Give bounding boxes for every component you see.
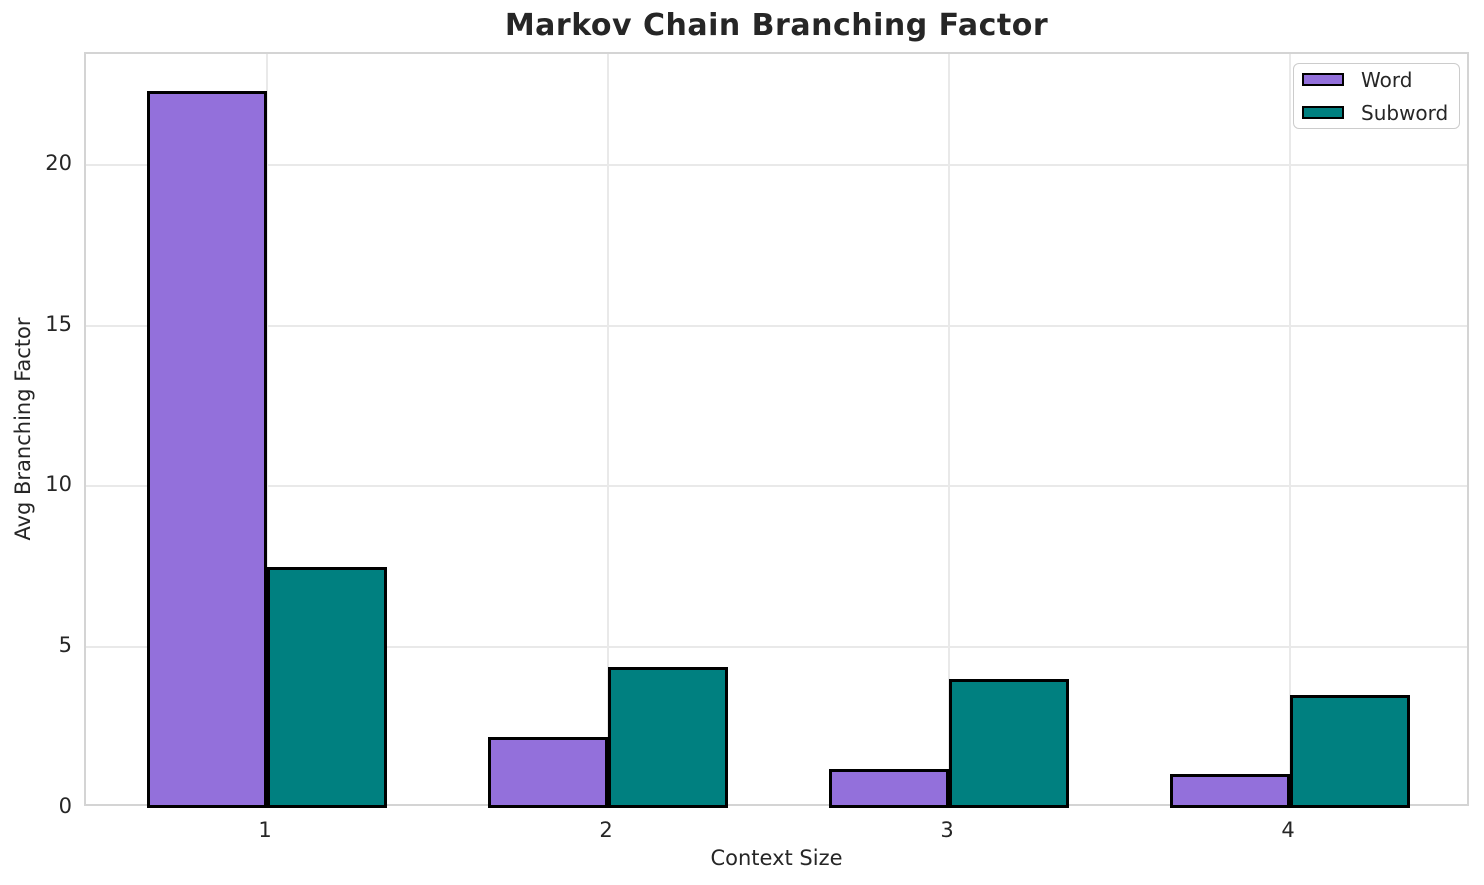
y-tick-label-5: 5 — [58, 633, 72, 658]
chart-title: Markov Chain Branching Factor — [504, 8, 1049, 43]
legend-swatch-word — [1302, 73, 1344, 86]
h-gridline-20 — [86, 163, 1467, 166]
legend: Word Subword — [1293, 63, 1460, 129]
y-tick-label-0: 0 — [58, 794, 72, 818]
v-gridline-2 — [607, 54, 609, 804]
bar-word-4 — [1170, 774, 1290, 808]
legend-label-subword: Subword — [1361, 100, 1449, 125]
legend-label-word: Word — [1361, 67, 1413, 92]
legend-item-word: Word — [1302, 68, 1459, 92]
x-tick-label-2: 2 — [599, 818, 613, 842]
legend-swatch-subword — [1302, 106, 1344, 119]
legend-item-subword: Subword — [1302, 101, 1459, 125]
y-tick-label-20: 20 — [45, 150, 72, 175]
v-gridline-3 — [948, 54, 950, 804]
bar-subword-3 — [949, 679, 1069, 808]
h-gridline-15 — [86, 324, 1467, 327]
bar-word-3 — [829, 769, 949, 808]
bar-subword-4 — [1290, 695, 1410, 808]
x-axis-label: Context Size — [710, 846, 843, 870]
v-gridline-4 — [1289, 54, 1291, 804]
bar-word-1 — [147, 90, 267, 808]
h-gridline-10 — [86, 485, 1467, 488]
y-tick-label-15: 15 — [45, 311, 72, 336]
y-tick-label-10: 10 — [45, 472, 72, 497]
x-tick-label-4: 4 — [1281, 818, 1295, 842]
bar-subword-2 — [608, 666, 728, 808]
x-tick-label-3: 3 — [940, 818, 954, 842]
x-tick-label-1: 1 — [258, 818, 272, 842]
plot-area — [84, 52, 1469, 808]
bar-word-2 — [488, 737, 608, 808]
h-gridline-5 — [86, 646, 1467, 649]
bar-subword-1 — [267, 566, 387, 808]
v-gridline-1 — [266, 54, 268, 804]
